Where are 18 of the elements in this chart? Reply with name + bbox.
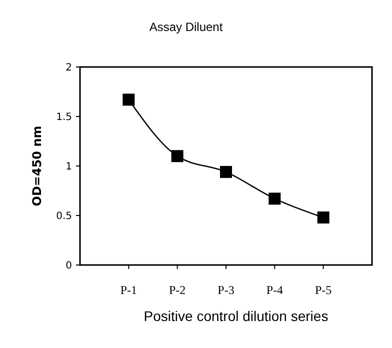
point xyxy=(220,166,232,178)
y-tick-label: 0.5 xyxy=(56,211,72,222)
x-tick-label: P-5 xyxy=(314,283,332,297)
point xyxy=(122,94,135,106)
y-tick-label: 0 xyxy=(66,260,72,272)
y-tick-label: 1 xyxy=(66,162,72,172)
point xyxy=(171,150,184,162)
y-tick-label: 1.5 xyxy=(56,112,72,123)
x-tick-label: P-4 xyxy=(266,283,284,297)
point xyxy=(268,192,281,205)
x-axis-title: Positive control dilution series xyxy=(144,308,328,324)
y-axis-title: OD=450 nm xyxy=(30,126,44,206)
chart-title: Assay Diluent xyxy=(149,20,224,34)
x-tick-label: P-3 xyxy=(218,283,234,297)
x-tick-label: P-2 xyxy=(168,283,186,297)
y-tick-label: 2 xyxy=(66,62,72,74)
x-tick-label: P-1 xyxy=(120,283,138,297)
point xyxy=(317,211,330,224)
